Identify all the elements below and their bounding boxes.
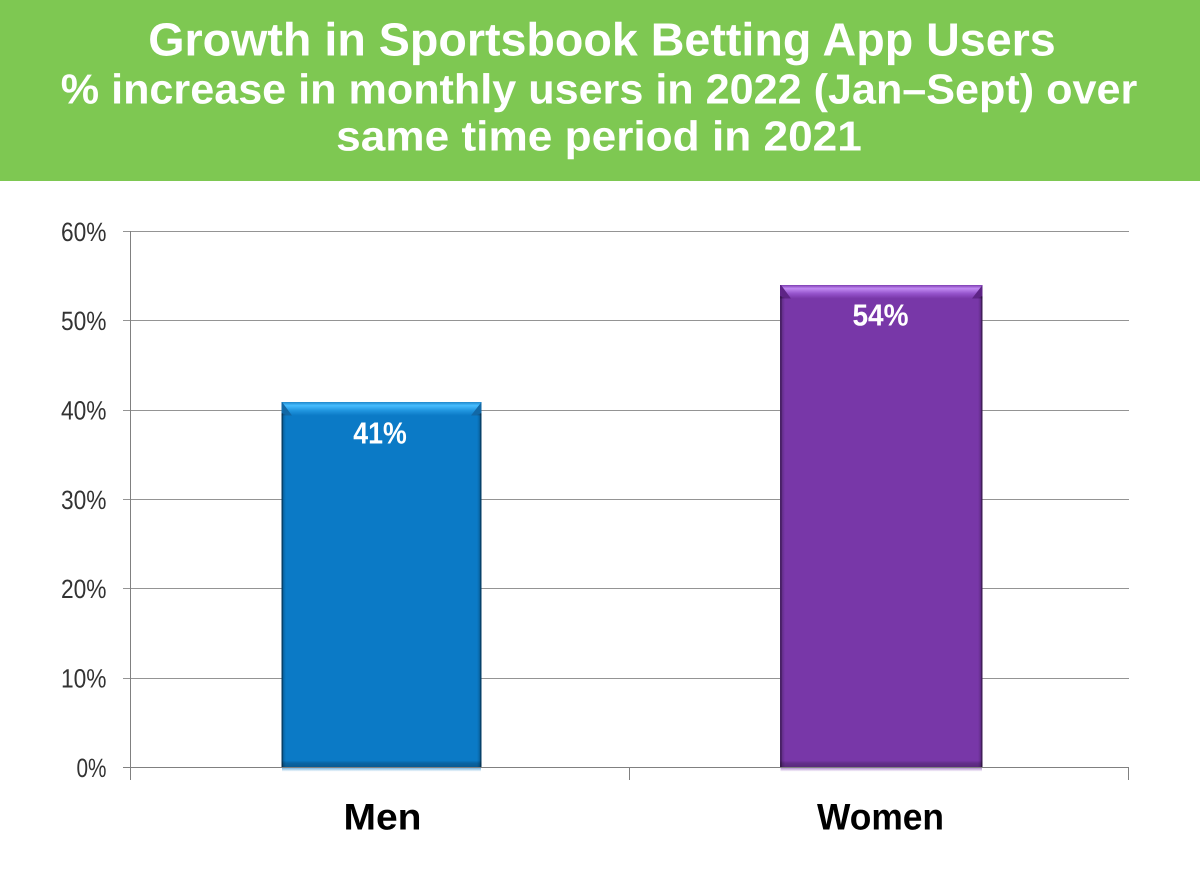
svg-text:Men: Men: [344, 797, 422, 838]
svg-text:Women: Women: [817, 797, 944, 838]
svg-text:41%: 41%: [353, 417, 407, 451]
svg-text:30%: 30%: [61, 485, 107, 515]
svg-text:0%: 0%: [77, 753, 107, 783]
svg-text:60%: 60%: [61, 217, 107, 247]
svg-text:same time period in 2021: same time period in 2021: [336, 113, 862, 160]
svg-text:40%: 40%: [61, 396, 107, 426]
svg-text:20%: 20%: [61, 574, 107, 604]
svg-text:% increase in monthly users in: % increase in monthly users in 2022 (Jan…: [61, 66, 1138, 113]
svg-text:54%: 54%: [853, 299, 909, 333]
svg-text:10%: 10%: [61, 664, 107, 694]
svg-text:50%: 50%: [61, 306, 107, 336]
svg-text:Growth in Sportsbook Betting A: Growth in Sportsbook Betting App Users: [148, 14, 1056, 66]
